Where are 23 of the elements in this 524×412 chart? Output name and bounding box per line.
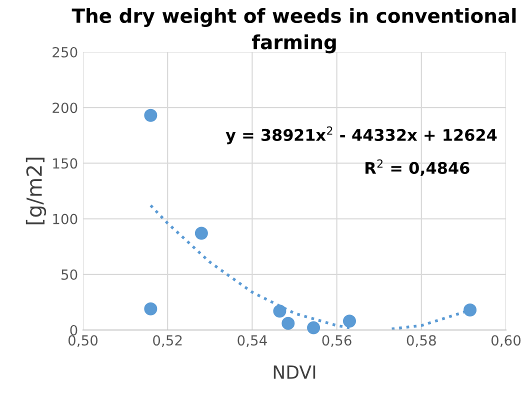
y-tick-label: 100	[53, 214, 78, 224]
point	[342, 314, 356, 328]
point	[144, 302, 158, 316]
point	[464, 303, 477, 316]
x-tick-label: 0,56	[322, 335, 352, 348]
y-tick-label: 150	[53, 158, 78, 169]
y-axis-title: [g/m2]	[26, 158, 46, 224]
point	[194, 226, 208, 240]
point	[144, 108, 158, 122]
y-tick-label: 0	[70, 324, 78, 336]
annotation: R$^{2}$ = 0,4846	[366, 159, 470, 176]
x-tick-label: 0,54	[238, 335, 267, 348]
x-tick-label: 0,60	[491, 335, 521, 348]
y-tick-label: 50	[62, 269, 78, 280]
x-axis-title: NDVI	[274, 366, 316, 379]
annotation: y = 38921x$^{2}$ - 44332x + 12624	[226, 126, 497, 144]
point	[273, 304, 286, 318]
point	[282, 316, 295, 330]
y-tick-label: 200	[52, 102, 78, 114]
point	[307, 321, 320, 334]
x-tick-label: 0,50	[68, 335, 98, 348]
x-tick-label: 0,52	[153, 335, 182, 348]
x-tick-label: 0,58	[406, 335, 436, 348]
